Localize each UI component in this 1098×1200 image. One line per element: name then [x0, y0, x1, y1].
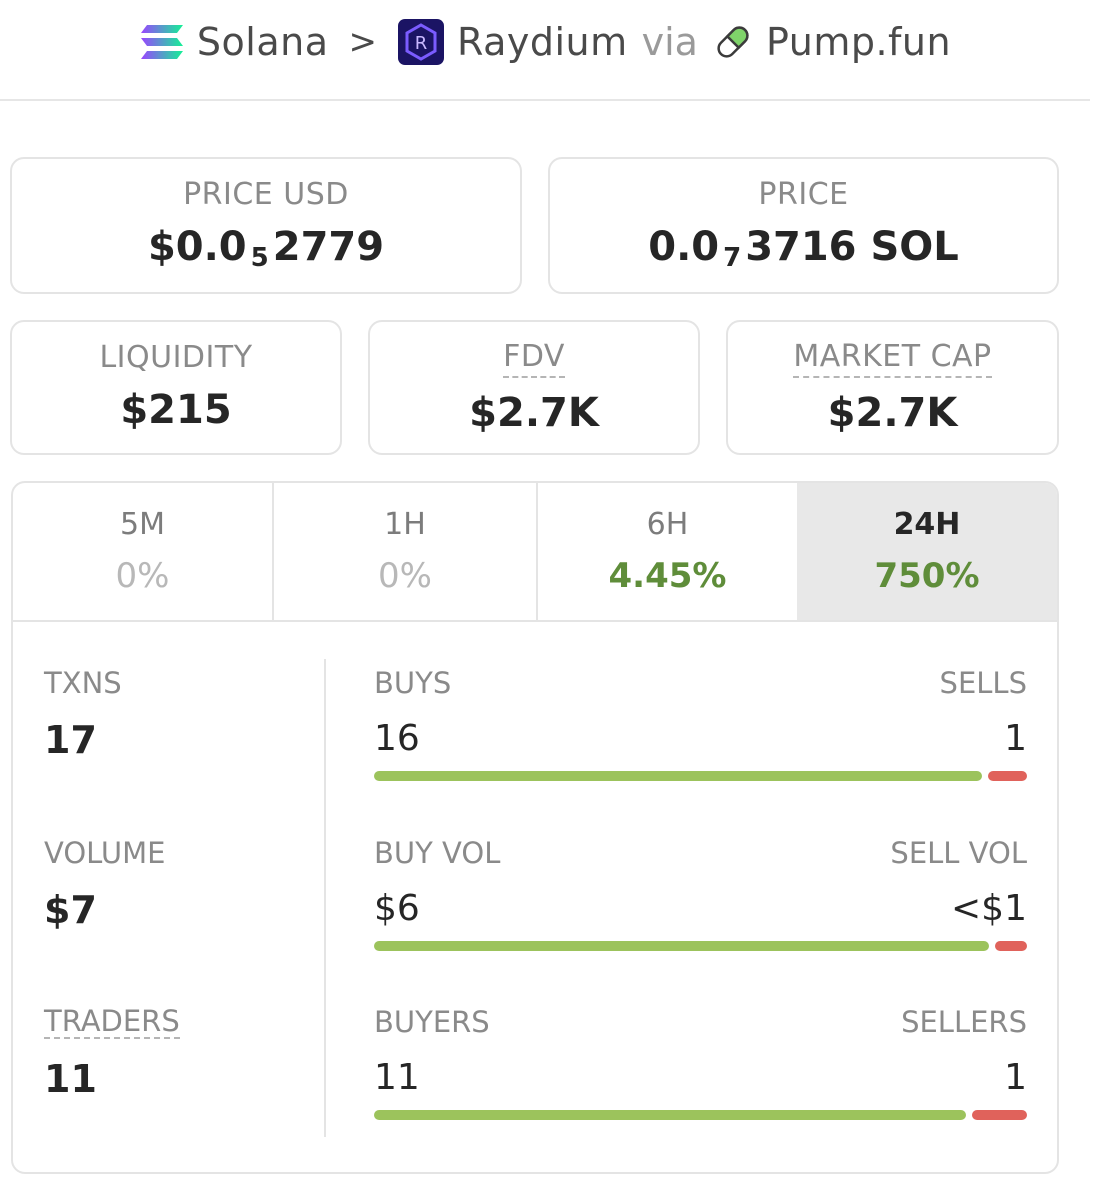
stats-panel: 5M 0% 1H 0% 6H 4.45% 24H 750% TXNS 17 VO…: [11, 481, 1059, 1174]
buys-sells-split: BUYS SELLS 16 1: [374, 666, 1027, 781]
chevron-right-icon: >: [348, 22, 378, 62]
tab-5m[interactable]: 5M 0%: [115, 507, 170, 596]
price-native-card: PRICE 0.0 7 3716 SOL: [548, 157, 1059, 294]
volume-bar: [374, 941, 1027, 951]
traders-stat[interactable]: TRADERS 11: [44, 1005, 180, 1101]
txns-stat: TXNS 17: [44, 666, 122, 762]
buyers-value: 11: [374, 1057, 420, 1098]
volume-label: VOLUME: [44, 836, 166, 870]
tab-6h[interactable]: 6H 4.45%: [536, 483, 797, 620]
dex-label: Raydium: [457, 20, 628, 64]
sellers-value: 1: [1004, 1057, 1027, 1098]
buys-value: 16: [374, 718, 420, 759]
chain-label: Solana: [196, 20, 329, 64]
buys-label: BUYS: [374, 666, 452, 700]
volume-split: BUY VOL SELL VOL $6 <$1: [374, 836, 1027, 951]
market-cap-value: $2.7K: [827, 390, 958, 436]
price-native-label: PRICE: [758, 177, 849, 212]
buy-vol-bar-fill: [374, 941, 989, 951]
traders-value: 11: [44, 1057, 97, 1101]
tab-1h[interactable]: 1H 0%: [272, 483, 536, 620]
timeframe-tabs: 5M 0% 1H 0% 6H 4.45% 24H 750%: [13, 483, 1057, 622]
buyers-sellers-bar: [374, 1110, 1027, 1120]
via-label: via: [641, 20, 698, 64]
header-divider: [0, 99, 1090, 101]
buyers-label: BUYERS: [374, 1005, 490, 1039]
price-native-value: 0.0 7 3716 SOL: [648, 224, 959, 273]
breadcrumb: Solana > R Raydium via Pump.fun: [0, 12, 1090, 72]
buys-bar-fill: [374, 771, 982, 781]
price-usd-card: PRICE USD $0.0 5 2779: [10, 157, 522, 294]
buy-vol-value: $6: [374, 888, 420, 929]
txns-label: TXNS: [44, 666, 122, 700]
tab-24h[interactable]: 24H 750%: [797, 483, 1057, 620]
sell-vol-label: SELL VOL: [890, 836, 1027, 870]
volume-stat: VOLUME $7: [44, 836, 165, 932]
buys-sells-bar: [374, 771, 1027, 781]
volume-value: $7: [44, 888, 97, 932]
sellers-label: SELLERS: [901, 1005, 1027, 1039]
breadcrumb-dex[interactable]: R Raydium: [397, 18, 628, 66]
raydium-icon: R: [398, 19, 445, 65]
breadcrumb-launchpad[interactable]: Pump.fun: [712, 20, 951, 64]
pill-icon: [717, 26, 749, 58]
launchpad-label: Pump.fun: [765, 20, 952, 64]
sells-label: SELLS: [939, 666, 1027, 700]
buyers-sellers-split: BUYERS SELLERS 11 1: [374, 1005, 1027, 1120]
buyers-bar-fill: [374, 1110, 966, 1120]
sell-vol-value: <$1: [951, 888, 1027, 929]
sells-value: 1: [1004, 718, 1027, 759]
fdv-value: $2.7K: [469, 390, 599, 436]
sellers-bar-fill: [972, 1110, 1027, 1120]
buy-vol-label: BUY VOL: [374, 836, 501, 870]
price-usd-value: $0.0 5 2779: [147, 224, 385, 273]
fdv-label[interactable]: FDV: [503, 340, 565, 378]
market-cap-label[interactable]: MARKET CAP: [793, 340, 992, 378]
fdv-card[interactable]: FDV $2.7K: [368, 320, 700, 455]
breadcrumb-chain[interactable]: Solana: [139, 20, 329, 64]
svg-text:R: R: [415, 33, 428, 54]
liquidity-card: LIQUIDITY $215: [10, 320, 342, 455]
liquidity-value: $215: [120, 387, 232, 433]
sell-vol-bar-fill: [995, 941, 1027, 951]
stats-divider: [324, 659, 326, 1137]
price-usd-label: PRICE USD: [183, 177, 349, 212]
solana-icon: [140, 25, 183, 59]
market-cap-card[interactable]: MARKET CAP $2.7K: [726, 320, 1059, 455]
txns-value: 17: [44, 718, 97, 762]
liquidity-label: LIQUIDITY: [99, 340, 253, 375]
sells-bar-fill: [988, 771, 1027, 781]
traders-label[interactable]: TRADERS: [44, 1004, 180, 1039]
